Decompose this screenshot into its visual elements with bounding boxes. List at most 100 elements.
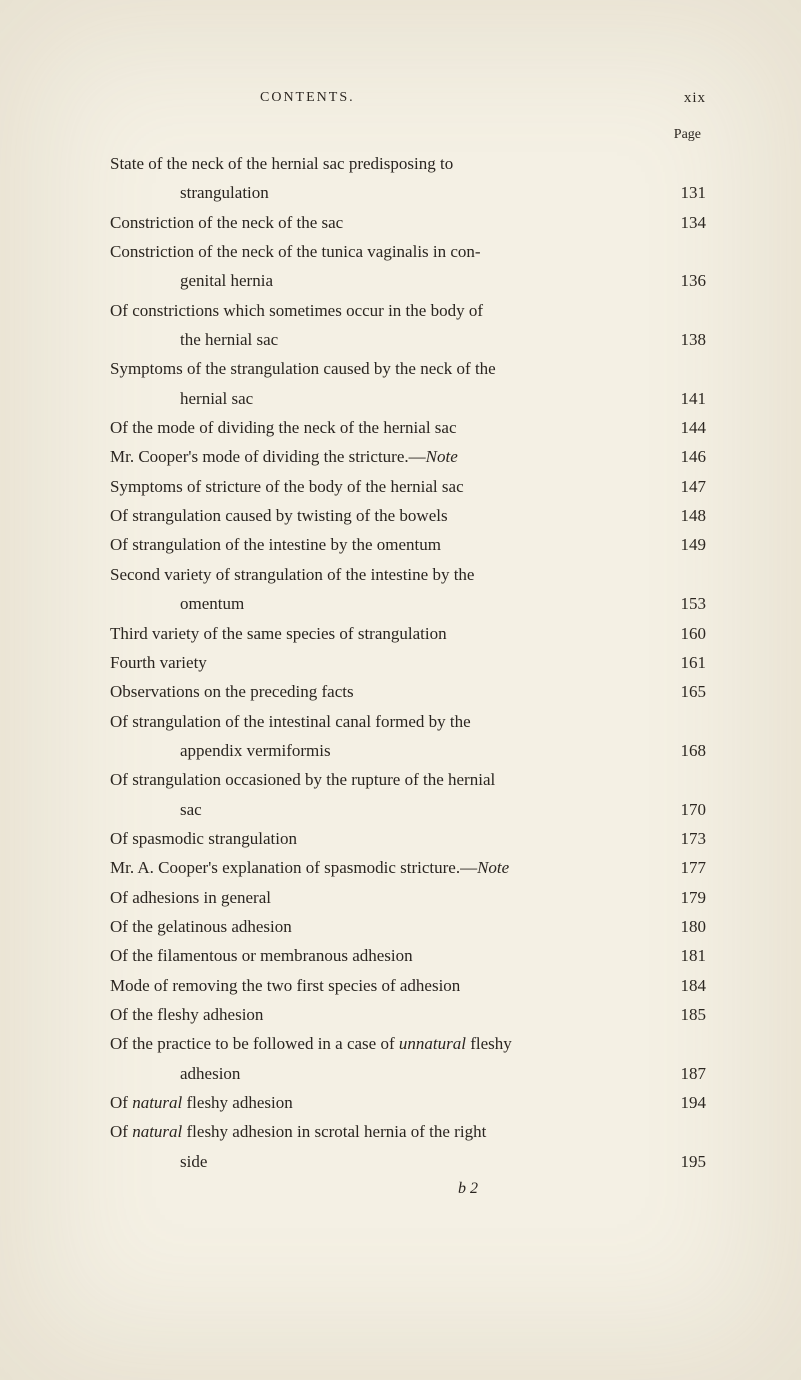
toc-entry: Of the filamentous or membranous adhesio… xyxy=(110,943,706,969)
toc-page-number: 185 xyxy=(666,1002,706,1028)
toc-text: Third variety of the same species of str… xyxy=(110,621,666,647)
toc-text: Of strangulation of the intestinal canal… xyxy=(110,709,666,735)
signature-mark: b 2 xyxy=(110,1180,706,1198)
toc-text-continuation: genital hernia xyxy=(110,268,666,294)
toc-entry: Of constrictions which sometimes occur i… xyxy=(110,298,706,324)
toc-text: Of the mode of dividing the neck of the … xyxy=(110,415,666,441)
toc-page-number: 165 xyxy=(666,679,706,705)
toc-text: State of the neck of the hernial sac pre… xyxy=(110,151,666,177)
toc-text: Of natural fleshy adhesion xyxy=(110,1090,666,1116)
toc-text: Of natural fleshy adhesion in scrotal he… xyxy=(110,1119,666,1145)
toc-entry: genital hernia136 xyxy=(110,268,706,294)
toc-text: Of the filamentous or membranous adhesio… xyxy=(110,943,666,969)
toc-text-continuation: side xyxy=(110,1149,666,1175)
toc-page-number: 170 xyxy=(666,797,706,823)
toc-text: Of strangulation of the intestine by the… xyxy=(110,532,666,558)
toc-page-number: 179 xyxy=(666,885,706,911)
toc-page-number xyxy=(666,239,706,265)
header-title: CONTENTS. xyxy=(260,90,355,107)
toc-entry: Of spasmodic strangulation173 xyxy=(110,826,706,852)
toc-page-number: 136 xyxy=(666,268,706,294)
toc-page-number: 161 xyxy=(666,650,706,676)
toc-entry: Symptoms of stricture of the body of the… xyxy=(110,474,706,500)
toc-page-number: 187 xyxy=(666,1061,706,1087)
toc-entry: Of the gelatinous adhesion180 xyxy=(110,914,706,940)
toc-page-number: 131 xyxy=(666,180,706,206)
toc-entry: appendix vermiformis168 xyxy=(110,738,706,764)
toc-text-continuation: appendix vermiformis xyxy=(110,738,666,764)
toc-page-number: 184 xyxy=(666,973,706,999)
toc-entry: strangulation131 xyxy=(110,180,706,206)
toc-entry: omentum153 xyxy=(110,591,706,617)
toc-entry: Symptoms of the strangulation caused by … xyxy=(110,356,706,382)
toc-entry: hernial sac141 xyxy=(110,386,706,412)
toc-page-number: 148 xyxy=(666,503,706,529)
toc-text: Of the fleshy adhesion xyxy=(110,1002,666,1028)
toc-page-number: 168 xyxy=(666,738,706,764)
toc-text: Mr. A. Cooper's explanation of spasmodic… xyxy=(110,855,666,881)
toc-text: Second variety of strangulation of the i… xyxy=(110,562,666,588)
toc-page-number: 141 xyxy=(666,386,706,412)
toc-text: Of spasmodic strangulation xyxy=(110,826,666,852)
toc-entry: sac170 xyxy=(110,797,706,823)
toc-page-number: 181 xyxy=(666,943,706,969)
toc-entry: Of adhesions in general179 xyxy=(110,885,706,911)
toc-entry: Constriction of the neck of the sac134 xyxy=(110,210,706,236)
toc-text-continuation: the hernial sac xyxy=(110,327,666,353)
toc-page-number: 160 xyxy=(666,621,706,647)
toc-entry: Mr. A. Cooper's explanation of spasmodic… xyxy=(110,855,706,881)
toc-entry: State of the neck of the hernial sac pre… xyxy=(110,151,706,177)
toc-entry: Of the practice to be followed in a case… xyxy=(110,1031,706,1057)
toc-page-number: 147 xyxy=(666,474,706,500)
toc-page-number xyxy=(666,1119,706,1145)
toc-text: Mode of removing the two first species o… xyxy=(110,973,666,999)
toc-text-continuation: omentum xyxy=(110,591,666,617)
page-label: Page xyxy=(110,127,706,143)
header-row: CONTENTS. xix xyxy=(110,90,706,107)
toc-entry: Of strangulation caused by twisting of t… xyxy=(110,503,706,529)
toc-text: Mr. Cooper's mode of dividing the strict… xyxy=(110,444,666,470)
toc-page-number: 149 xyxy=(666,532,706,558)
toc-page-number xyxy=(666,709,706,735)
toc-text: Of the gelatinous adhesion xyxy=(110,914,666,940)
toc-page-number: 146 xyxy=(666,444,706,470)
toc-entry: Of strangulation of the intestinal canal… xyxy=(110,709,706,735)
toc-entry: Of strangulation occasioned by the ruptu… xyxy=(110,767,706,793)
toc-text: Of constrictions which sometimes occur i… xyxy=(110,298,666,324)
toc-page-number: 194 xyxy=(666,1090,706,1116)
toc-entry: Second variety of strangulation of the i… xyxy=(110,562,706,588)
toc-text: Of the practice to be followed in a case… xyxy=(110,1031,666,1057)
toc-text: Of strangulation occasioned by the ruptu… xyxy=(110,767,666,793)
toc-page-number: 180 xyxy=(666,914,706,940)
toc-page-number xyxy=(666,356,706,382)
toc-text: Symptoms of the strangulation caused by … xyxy=(110,356,666,382)
toc-page-number xyxy=(666,151,706,177)
toc-entry: side195 xyxy=(110,1149,706,1175)
toc-page-number xyxy=(666,298,706,324)
toc-page-number: 144 xyxy=(666,415,706,441)
toc-page-number: 195 xyxy=(666,1149,706,1175)
toc-entry: Third variety of the same species of str… xyxy=(110,621,706,647)
toc-page-number: 177 xyxy=(666,855,706,881)
toc-entry: Of the fleshy adhesion185 xyxy=(110,1002,706,1028)
toc-entry: Of natural fleshy adhesion194 xyxy=(110,1090,706,1116)
toc-text-continuation: sac xyxy=(110,797,666,823)
toc-entry: Of strangulation of the intestine by the… xyxy=(110,532,706,558)
toc-page-number xyxy=(666,562,706,588)
toc-text: Observations on the preceding facts xyxy=(110,679,666,705)
header-roman: xix xyxy=(684,90,706,107)
toc-page-number: 153 xyxy=(666,591,706,617)
toc-entry: Fourth variety161 xyxy=(110,650,706,676)
toc-text: Of strangulation caused by twisting of t… xyxy=(110,503,666,529)
toc-page-number: 173 xyxy=(666,826,706,852)
toc-entry: Of the mode of dividing the neck of the … xyxy=(110,415,706,441)
toc-text: Fourth variety xyxy=(110,650,666,676)
toc-entry: Observations on the preceding facts165 xyxy=(110,679,706,705)
toc-entry: Of natural fleshy adhesion in scrotal he… xyxy=(110,1119,706,1145)
table-of-contents: State of the neck of the hernial sac pre… xyxy=(110,151,706,1175)
toc-text-continuation: adhesion xyxy=(110,1061,666,1087)
toc-text: Constriction of the neck of the tunica v… xyxy=(110,239,666,265)
toc-text: Symptoms of stricture of the body of the… xyxy=(110,474,666,500)
toc-text: Of adhesions in general xyxy=(110,885,666,911)
toc-text-continuation: hernial sac xyxy=(110,386,666,412)
